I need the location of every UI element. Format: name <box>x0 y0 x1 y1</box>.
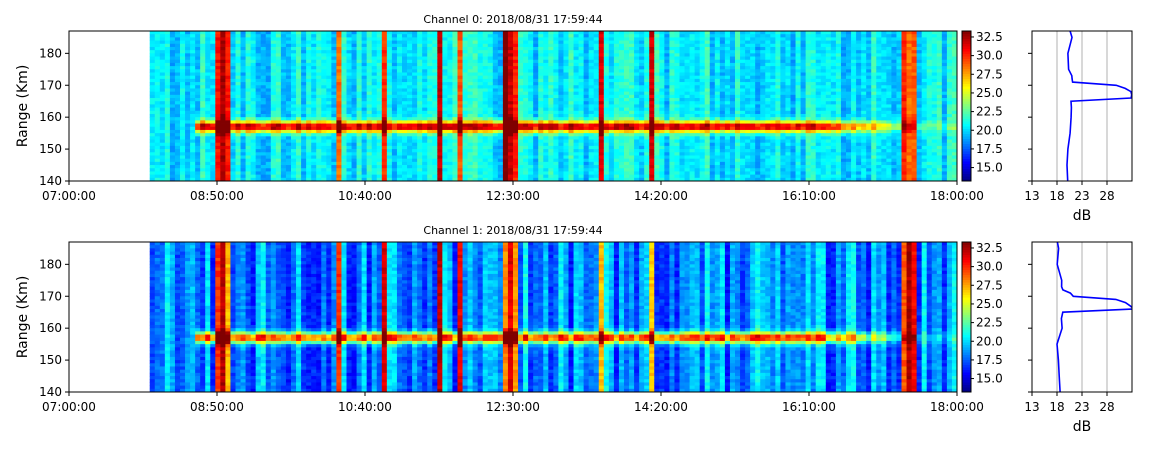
y-tick-label: 140 <box>39 174 62 188</box>
colorbar-tick-label: 22.5 <box>976 105 1003 119</box>
colorbar-tick-label: 32.5 <box>976 241 1003 255</box>
x-tick-label: 14:20:00 <box>634 189 688 203</box>
colorbar-tick-label: 27.5 <box>976 278 1003 292</box>
heatmap-cells <box>149 31 958 182</box>
colorbar-tick-label: 17.5 <box>976 142 1003 156</box>
y-tick-label: 180 <box>39 46 62 60</box>
colorbar-frame <box>961 30 972 182</box>
x-tick-label: 12:30:00 <box>486 400 540 414</box>
colorbar-tick-label: 17.5 <box>976 353 1003 367</box>
x-tick-label: 07:00:00 <box>42 189 96 203</box>
y-tick-label: 140 <box>39 385 62 399</box>
profile-line <box>1056 242 1132 392</box>
heatmap-cells <box>149 242 958 393</box>
y-tick-label: 150 <box>39 353 62 367</box>
x-tick-label: 18:00:00 <box>930 189 984 203</box>
colorbar-tick-label: 20.0 <box>976 334 1003 348</box>
y-axis-label: Range (Km) <box>15 65 31 148</box>
panel-title: Channel 0: 2018/08/31 17:59:44 <box>423 13 602 26</box>
colorbar <box>962 242 971 393</box>
x-tick-label: 10:40:00 <box>338 189 392 203</box>
colorbar-frame <box>961 241 972 393</box>
colorbar-tick-label: 25.0 <box>976 297 1003 311</box>
y-tick-label: 170 <box>39 78 62 92</box>
profile-x-tick-label: 23 <box>1074 189 1089 203</box>
colorbar-tick-label: 32.5 <box>976 30 1003 44</box>
profile-x-tick-label: 23 <box>1074 400 1089 414</box>
profile-line <box>1066 31 1132 181</box>
y-tick-label: 150 <box>39 142 62 156</box>
profile-x-axis-label: dB <box>1073 208 1092 224</box>
x-tick-label: 14:20:00 <box>634 400 688 414</box>
colorbar-tick-label: 20.0 <box>976 123 1003 137</box>
colorbar <box>962 31 971 182</box>
profile-x-tick-label: 28 <box>1099 400 1114 414</box>
x-tick-label: 16:10:00 <box>782 189 836 203</box>
y-tick-label: 180 <box>39 257 62 271</box>
panel-title: Channel 1: 2018/08/31 17:59:44 <box>423 224 602 237</box>
profile-x-tick-label: 18 <box>1049 400 1064 414</box>
y-tick-label: 160 <box>39 321 62 335</box>
profile-frame <box>1031 241 1133 393</box>
profile-x-tick-label: 18 <box>1049 189 1064 203</box>
x-tick-label: 07:00:00 <box>42 400 96 414</box>
x-tick-label: 10:40:00 <box>338 400 392 414</box>
profile-frame <box>1031 30 1133 182</box>
y-axis-label: Range (Km) <box>15 276 31 359</box>
colorbar-tick-label: 15.0 <box>976 372 1003 386</box>
x-tick-label: 16:10:00 <box>782 400 836 414</box>
profile-x-tick-label: 28 <box>1099 189 1114 203</box>
profile-x-axis-label: dB <box>1073 419 1092 435</box>
x-tick-label: 08:50:00 <box>190 400 244 414</box>
profile-x-tick-label: 13 <box>1024 400 1039 414</box>
colorbar-tick-label: 30.0 <box>976 260 1003 274</box>
colorbar-tick-label: 25.0 <box>976 86 1003 100</box>
colorbar-tick-label: 30.0 <box>976 49 1003 63</box>
y-tick-label: 160 <box>39 110 62 124</box>
y-tick-label: 170 <box>39 289 62 303</box>
x-tick-label: 08:50:00 <box>190 189 244 203</box>
x-tick-label: 18:00:00 <box>930 400 984 414</box>
profile-x-tick-label: 13 <box>1024 189 1039 203</box>
colorbar-tick-label: 27.5 <box>976 67 1003 81</box>
x-tick-label: 12:30:00 <box>486 189 540 203</box>
colorbar-tick-label: 15.0 <box>976 161 1003 175</box>
colorbar-tick-label: 22.5 <box>976 316 1003 330</box>
